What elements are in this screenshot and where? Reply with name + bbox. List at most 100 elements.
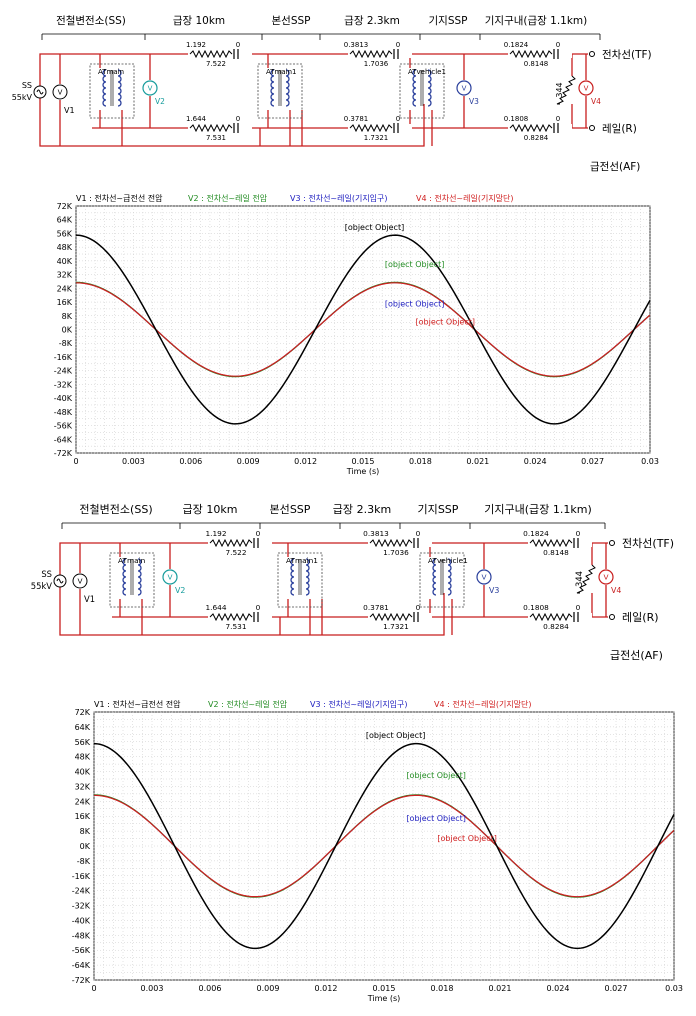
terminal-label-tf: 전차선(TF) [602, 49, 652, 61]
y-tick-label: 24K [57, 284, 73, 293]
x-tick-label: 0.015 [352, 457, 375, 466]
capacitance-value: 0 [396, 41, 400, 49]
terminal-icon [589, 51, 595, 57]
y-tick-label: -56K [72, 946, 91, 955]
reactance-value: 7.531 [206, 134, 226, 142]
resistance-value: 1.644 [186, 115, 207, 123]
impedance-bg [348, 50, 412, 58]
max-value-annotation: [object Object] [366, 731, 426, 740]
impedance-bg [368, 539, 432, 547]
capacitance-value: 0 [576, 529, 581, 538]
x-axis-label: Time (s) [346, 467, 380, 476]
series-line-v1 [93, 742, 675, 950]
y-tick-label: 8K [80, 827, 91, 836]
x-tick-label: 0.012 [294, 457, 317, 466]
terminal-label-r: 레일(R) [602, 122, 637, 135]
impedance-bg [208, 613, 272, 621]
transformer-frame [257, 63, 303, 119]
x-tick-label: 0.003 [122, 457, 145, 466]
y-tick-label: -48K [72, 931, 91, 940]
meter-label: V4 [591, 97, 601, 106]
transformer-2: ATmain1 [257, 63, 303, 119]
transformer-3: ATvehicle1 [399, 63, 446, 119]
y-tick-label: 24K [75, 797, 91, 806]
impedance: 0.1808 0.8284 0 [523, 603, 592, 631]
y-tick-label: -24K [54, 367, 73, 376]
transformer-label: ATvehicle1 [428, 556, 468, 565]
winding-secondary [305, 558, 310, 596]
y-tick-label: 16K [57, 298, 73, 307]
x-axis-label: Time (s) [367, 994, 401, 1003]
meter-glyph: V [584, 85, 589, 93]
max-value-annotation: [object Object] [406, 771, 466, 780]
x-tick-label: 0.006 [199, 984, 222, 993]
section-header: 전철변전소(SS) 급장 10km 본선SSP 급장 2.3km 기지SSP 기지구내(급… [61, 503, 606, 529]
x-tick-label: 0.006 [179, 457, 202, 466]
x-tick-label: 0.003 [141, 984, 164, 993]
section-label: 급장 10km [183, 503, 238, 516]
impedance: 0.1824 0.8148 0 [523, 529, 592, 557]
resistor-icon [349, 123, 393, 133]
y-tick-label: 16K [75, 812, 91, 821]
impedance-bg [508, 50, 572, 58]
y-tick-label: -56K [54, 422, 73, 431]
impedance: 1.644 7.531 0 [205, 603, 272, 631]
x-tick-label: 0.018 [431, 984, 454, 993]
transformer-label: ATmain [118, 556, 146, 565]
y-tick-label: 32K [57, 271, 73, 280]
y-tick-label: -72K [72, 976, 91, 985]
resistor-icon [209, 612, 253, 622]
resistance-value: 0.3813 [344, 41, 369, 49]
y-tick-label: -24K [72, 887, 91, 896]
y-tick-label: 72K [75, 708, 91, 717]
section-label: 전철변전소(SS) [56, 15, 126, 27]
v1-meter-icon [52, 84, 68, 100]
x-tick-label: 0.009 [237, 457, 260, 466]
y-tick-label: -8K [77, 857, 91, 866]
winding-primary [432, 558, 437, 596]
terminal-icon [609, 614, 615, 620]
impedance-bg [188, 50, 252, 58]
y-tick-label: -40K [54, 394, 73, 403]
reactance-value: 7.522 [206, 60, 226, 68]
x-tick-label: 0.012 [315, 984, 338, 993]
impedance-bg [208, 539, 272, 547]
source-name: SS [41, 569, 52, 579]
capacitance-value: 0 [236, 115, 240, 123]
v1-meter-icon [72, 573, 88, 589]
resistance-value: 0.3781 [363, 603, 389, 612]
section-label: 급장 2.3km [344, 15, 400, 27]
transformer-frame [89, 63, 135, 119]
capacitance-value: 0 [256, 529, 261, 538]
legend-entry: V1 : 전차선~급전선 전압 [76, 193, 163, 203]
resistor-icon [509, 49, 553, 59]
reactance-value: 0.8284 [543, 622, 569, 631]
resistance-value: 0.1808 [523, 603, 549, 612]
grid [75, 205, 651, 454]
impedance: 0.1824 0.8148 0 [504, 41, 572, 68]
legend-entry: V2 : 전차선~레일 전압 [188, 193, 268, 203]
meter-label: V4 [611, 586, 621, 595]
terminal-label-tf: 전차선(TF) [622, 537, 674, 550]
winding-primary [290, 558, 295, 596]
meter-glyph: V [58, 89, 63, 97]
y-tick-label: 40K [75, 768, 91, 777]
winding-primary [412, 69, 417, 107]
impedance: 1.644 7.531 0 [186, 115, 252, 142]
resistance-value: 0.1824 [523, 529, 549, 538]
section-label: 전철변전소(SS) [79, 503, 152, 516]
resistor-icon [369, 612, 413, 622]
impedance: 0.3813 1.7036 0 [363, 529, 432, 557]
winding-secondary [427, 69, 432, 107]
meter-label: V2 [175, 586, 185, 595]
circuit-diagram-2: 전철변전소(SS) 급장 10km 본선SSP 급장 2.3km 기지SSP 기지구내(급… [31, 503, 674, 662]
series-line-v4 [75, 282, 651, 377]
legend-entry: V4 : 전차선~레일(기지말단) [434, 699, 532, 709]
capacitance-value: 0 [256, 603, 261, 612]
circuit-diagram-1: 전철변전소(SS) 급장 10km 본선SSP 급장 2.3km 기지SSP 기지구내(급… [12, 15, 652, 173]
section-label: 기지SSP [429, 15, 468, 27]
impedance: 0.1808 0.8284 0 [504, 115, 572, 142]
resistor-icon [509, 123, 553, 133]
impedance-bg [348, 124, 412, 132]
capacitance-value: 0 [416, 529, 421, 538]
